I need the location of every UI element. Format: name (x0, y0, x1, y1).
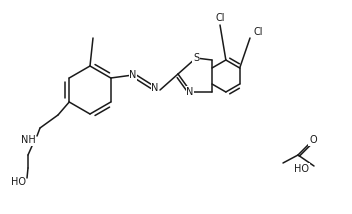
Text: Cl: Cl (253, 27, 263, 37)
Text: NH: NH (21, 135, 35, 145)
Text: S: S (193, 53, 199, 63)
Text: HO: HO (294, 164, 309, 174)
Text: O: O (309, 135, 317, 145)
Text: HO: HO (11, 177, 25, 187)
Text: N: N (151, 83, 159, 93)
Text: Cl: Cl (215, 13, 225, 23)
Text: N: N (186, 87, 194, 97)
Text: N: N (129, 70, 137, 80)
